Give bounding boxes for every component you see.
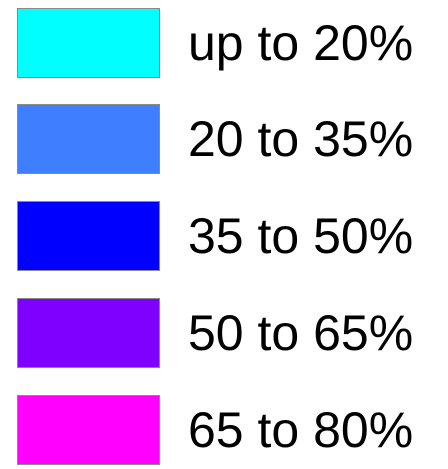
legend-label: 35 to 50% bbox=[188, 208, 414, 264]
legend-label: 65 to 80% bbox=[188, 402, 414, 458]
legend-item-35-to-50: 35 to 50% bbox=[0, 201, 448, 275]
legend-item-50-to-65: 50 to 65% bbox=[0, 298, 448, 372]
legend-swatch bbox=[17, 395, 160, 465]
legend-item-20-to-35: 20 to 35% bbox=[0, 104, 448, 178]
legend-label: 20 to 35% bbox=[188, 111, 414, 167]
legend-swatch bbox=[17, 8, 160, 78]
legend-label: 50 to 65% bbox=[188, 305, 414, 361]
legend-swatch bbox=[17, 201, 160, 271]
legend-item-65-to-80: 65 to 80% bbox=[0, 395, 448, 469]
legend-item-up-to-20: up to 20% bbox=[0, 8, 448, 82]
legend-label: up to 20% bbox=[188, 15, 414, 71]
legend-swatch bbox=[17, 104, 160, 174]
legend-swatch bbox=[17, 298, 160, 368]
